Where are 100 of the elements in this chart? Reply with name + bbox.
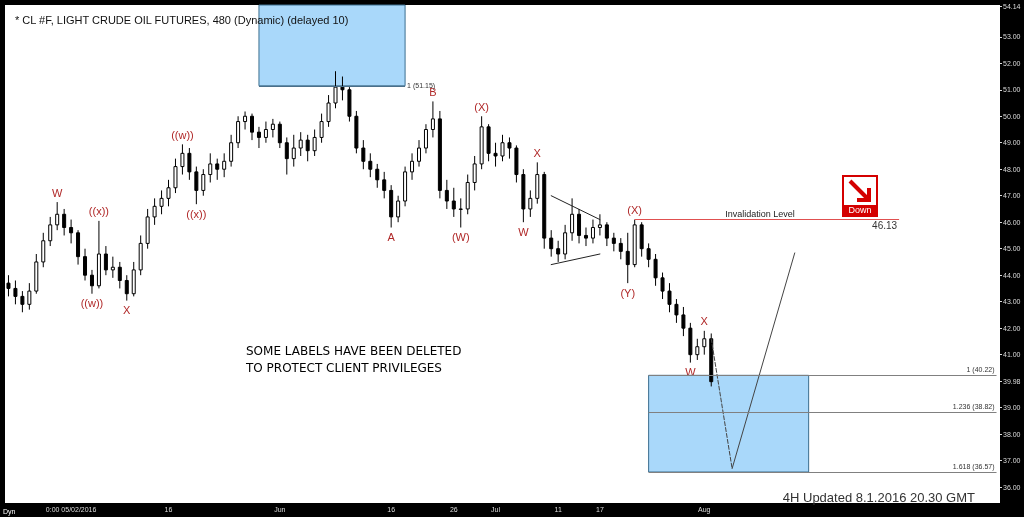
candlestick xyxy=(152,197,157,226)
candlestick xyxy=(611,232,616,252)
candlestick xyxy=(361,139,366,170)
candlestick xyxy=(110,256,115,279)
candlestick xyxy=(528,189,533,218)
candlestick xyxy=(243,110,248,130)
candlestick xyxy=(604,221,609,247)
candlestick xyxy=(48,216,53,247)
candlestick xyxy=(563,224,568,260)
candlestick xyxy=(270,118,275,138)
candlestick xyxy=(319,113,324,144)
candlestick xyxy=(76,229,81,266)
candlestick xyxy=(263,121,268,144)
candlestick xyxy=(194,166,199,205)
annotation: ((w)) xyxy=(80,297,104,310)
candlestick xyxy=(180,143,185,176)
candlestick xyxy=(577,208,582,244)
candlestick xyxy=(368,152,373,178)
annotation: (Y) xyxy=(620,286,636,299)
candlestick xyxy=(124,274,129,302)
candlestick xyxy=(229,134,234,168)
annotation: X xyxy=(123,304,132,317)
annotation: ((w)) xyxy=(171,128,194,141)
candlestick xyxy=(660,272,665,300)
candlestick xyxy=(187,147,192,181)
candlestick xyxy=(493,142,498,168)
candlestick xyxy=(131,261,136,297)
candlestick xyxy=(62,208,67,236)
annotation: Invalidation Level xyxy=(725,209,795,219)
candlestick xyxy=(549,229,554,258)
candlestick xyxy=(590,219,595,244)
candlestick xyxy=(312,129,317,157)
candlestick xyxy=(535,161,540,205)
candlestick xyxy=(507,136,512,160)
candlestick xyxy=(201,168,206,197)
candlestick xyxy=(667,282,672,313)
candlestick xyxy=(6,274,11,297)
candlestick xyxy=(305,134,310,162)
annotation: (X) xyxy=(627,204,643,217)
candlestick xyxy=(173,158,178,194)
candlestick xyxy=(472,155,477,191)
annotation: SOME LABELS HAVE BEEN DELETED TO PROTECT CLIENT PRIVILEGES xyxy=(245,343,462,375)
candlestick xyxy=(222,152,227,178)
candlestick xyxy=(410,152,415,181)
candlestick xyxy=(27,282,32,311)
candlestick xyxy=(625,232,630,284)
candlestick xyxy=(117,261,122,289)
ref-line-label: 46.13 xyxy=(872,220,898,232)
annotation: (X) xyxy=(474,100,489,113)
annotation: W xyxy=(51,186,63,199)
candlestick xyxy=(597,213,602,236)
candlestick xyxy=(639,221,644,258)
candlestick xyxy=(284,136,289,176)
candlestick xyxy=(396,195,401,223)
candlestick xyxy=(646,242,651,268)
candlestick xyxy=(13,279,18,305)
candlestick xyxy=(556,240,561,263)
candlestick xyxy=(451,187,456,218)
candlestick xyxy=(618,237,623,260)
candlestick xyxy=(584,227,588,247)
candlestick xyxy=(277,121,282,149)
text: * CL #F, LIGHT CRUDE OIL FUTURES, 480 (Dynamic) (delayed 10) xyxy=(15,13,349,26)
candlestick xyxy=(166,179,171,207)
annotation: (W) xyxy=(451,231,470,244)
candlestick xyxy=(423,123,428,154)
candlestick xyxy=(250,113,255,141)
annotation: W xyxy=(518,225,530,238)
candlestick xyxy=(41,232,46,268)
candlestick xyxy=(159,189,164,215)
candlestick xyxy=(326,94,331,128)
candlestick xyxy=(103,245,108,276)
annotation: ((x)) xyxy=(186,207,207,220)
candlestick xyxy=(681,306,686,337)
candlestick xyxy=(236,115,241,149)
candlestick xyxy=(83,248,88,281)
sign-icon: Down xyxy=(842,175,878,217)
annotation: Down xyxy=(844,205,876,215)
candlestick xyxy=(333,70,338,109)
candlestick xyxy=(417,139,421,168)
candlestick xyxy=(695,338,700,361)
annotation: A xyxy=(387,231,396,244)
candlestick xyxy=(570,197,575,242)
candlestick xyxy=(458,197,463,229)
candlestick xyxy=(55,201,60,231)
candlestick xyxy=(298,131,303,157)
candlestick xyxy=(291,134,296,168)
candlestick xyxy=(256,126,261,149)
annotation: 4H Updated 8.1.2016 20.30 GMT xyxy=(782,489,976,505)
annotation: X xyxy=(700,315,709,328)
candlestick xyxy=(653,253,658,287)
candlestick xyxy=(674,298,679,324)
candlestick xyxy=(208,152,213,183)
candlestick xyxy=(430,100,435,138)
candlestick xyxy=(500,134,505,162)
candlestick xyxy=(375,163,380,189)
candlestick xyxy=(340,76,345,101)
candlestick xyxy=(20,290,25,313)
candlestick xyxy=(702,330,707,356)
candlestick xyxy=(69,219,74,244)
candlestick xyxy=(215,158,220,181)
